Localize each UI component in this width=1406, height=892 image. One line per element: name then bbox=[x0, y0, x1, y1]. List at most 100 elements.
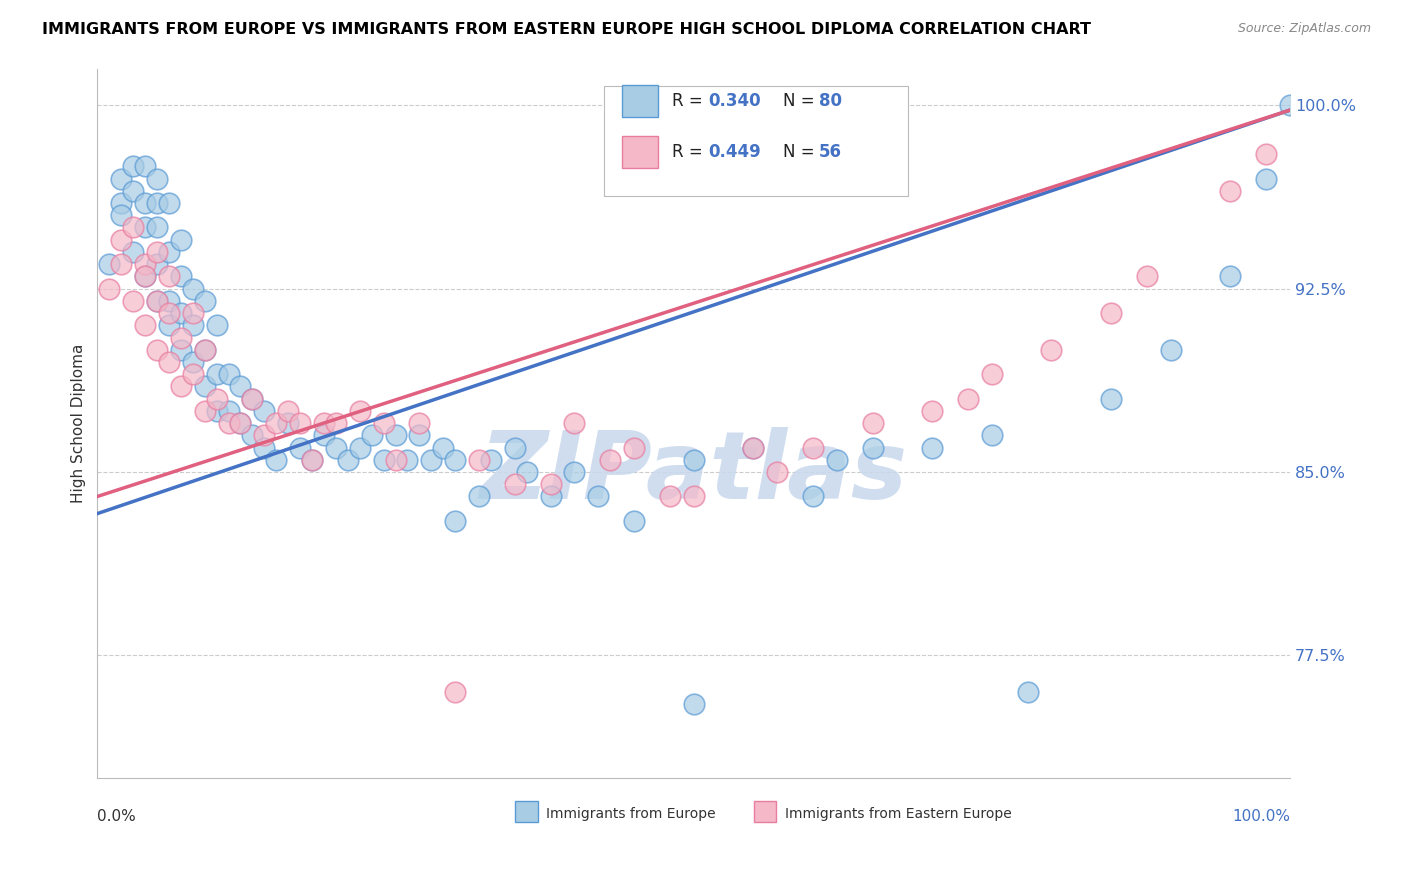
Point bbox=[742, 441, 765, 455]
Point bbox=[373, 452, 395, 467]
Point bbox=[503, 441, 526, 455]
Point bbox=[623, 441, 645, 455]
Point bbox=[1017, 685, 1039, 699]
Point bbox=[384, 428, 406, 442]
Point bbox=[766, 465, 789, 479]
Point bbox=[264, 452, 287, 467]
Point bbox=[277, 404, 299, 418]
FancyBboxPatch shape bbox=[621, 85, 658, 117]
Point bbox=[122, 159, 145, 173]
Point bbox=[170, 379, 193, 393]
Point bbox=[862, 441, 884, 455]
Point bbox=[205, 318, 228, 333]
Point bbox=[98, 282, 121, 296]
Point bbox=[229, 416, 252, 430]
Point bbox=[264, 416, 287, 430]
Point bbox=[444, 452, 467, 467]
Point bbox=[146, 196, 169, 211]
Point bbox=[146, 220, 169, 235]
Point bbox=[349, 441, 371, 455]
Point bbox=[146, 244, 169, 259]
Point bbox=[325, 416, 347, 430]
Point bbox=[122, 244, 145, 259]
FancyBboxPatch shape bbox=[621, 136, 658, 168]
Point bbox=[658, 490, 681, 504]
Text: 0.340: 0.340 bbox=[709, 92, 761, 110]
Point bbox=[170, 233, 193, 247]
Point bbox=[1136, 269, 1159, 284]
Point bbox=[623, 514, 645, 528]
Point bbox=[1278, 98, 1301, 112]
Point bbox=[288, 441, 311, 455]
Point bbox=[349, 404, 371, 418]
Point bbox=[444, 514, 467, 528]
Point bbox=[801, 441, 824, 455]
Point bbox=[134, 257, 156, 271]
Text: IMMIGRANTS FROM EUROPE VS IMMIGRANTS FROM EASTERN EUROPE HIGH SCHOOL DIPLOMA COR: IMMIGRANTS FROM EUROPE VS IMMIGRANTS FRO… bbox=[42, 22, 1091, 37]
Point bbox=[682, 698, 704, 712]
Point bbox=[1099, 306, 1122, 320]
Point bbox=[229, 416, 252, 430]
Point bbox=[336, 452, 359, 467]
Point bbox=[110, 208, 132, 222]
Point bbox=[157, 293, 180, 308]
Text: Immigrants from Eastern Europe: Immigrants from Eastern Europe bbox=[785, 807, 1011, 822]
Point bbox=[229, 379, 252, 393]
Point bbox=[312, 416, 335, 430]
Point bbox=[312, 428, 335, 442]
Text: Immigrants from Europe: Immigrants from Europe bbox=[547, 807, 716, 822]
Point bbox=[181, 318, 204, 333]
Point bbox=[516, 465, 538, 479]
Point bbox=[384, 452, 406, 467]
Point bbox=[134, 196, 156, 211]
Point bbox=[122, 220, 145, 235]
Point bbox=[181, 368, 204, 382]
Point bbox=[134, 269, 156, 284]
Point bbox=[170, 306, 193, 320]
Text: 56: 56 bbox=[818, 143, 842, 161]
Point bbox=[181, 306, 204, 320]
Point bbox=[540, 490, 562, 504]
Point bbox=[1256, 147, 1278, 161]
Point bbox=[468, 452, 491, 467]
Point bbox=[146, 293, 169, 308]
Point bbox=[157, 269, 180, 284]
Point bbox=[218, 368, 240, 382]
Text: N =: N = bbox=[783, 143, 820, 161]
Text: 0.0%: 0.0% bbox=[97, 809, 136, 824]
Point bbox=[242, 428, 264, 442]
Point bbox=[468, 490, 491, 504]
Point bbox=[408, 428, 430, 442]
Text: Source: ZipAtlas.com: Source: ZipAtlas.com bbox=[1237, 22, 1371, 36]
Point bbox=[146, 343, 169, 357]
Point bbox=[205, 392, 228, 406]
Point bbox=[242, 392, 264, 406]
Point bbox=[253, 404, 276, 418]
Point bbox=[194, 404, 217, 418]
Text: N =: N = bbox=[783, 92, 820, 110]
Point bbox=[157, 196, 180, 211]
Point bbox=[157, 244, 180, 259]
Point bbox=[122, 293, 145, 308]
Point bbox=[170, 269, 193, 284]
Text: R =: R = bbox=[672, 92, 709, 110]
Point bbox=[146, 293, 169, 308]
Point bbox=[1160, 343, 1182, 357]
Point bbox=[134, 159, 156, 173]
Point bbox=[564, 416, 586, 430]
Point bbox=[181, 282, 204, 296]
Point bbox=[825, 452, 848, 467]
Point bbox=[742, 441, 765, 455]
Point bbox=[396, 452, 419, 467]
Text: ZIPatlas: ZIPatlas bbox=[479, 426, 908, 519]
Point bbox=[157, 355, 180, 369]
Point bbox=[564, 465, 586, 479]
Point bbox=[599, 452, 621, 467]
Point bbox=[205, 404, 228, 418]
Point bbox=[588, 490, 610, 504]
Point bbox=[181, 355, 204, 369]
Point bbox=[301, 452, 323, 467]
Point bbox=[288, 416, 311, 430]
Point bbox=[218, 416, 240, 430]
Point bbox=[301, 452, 323, 467]
